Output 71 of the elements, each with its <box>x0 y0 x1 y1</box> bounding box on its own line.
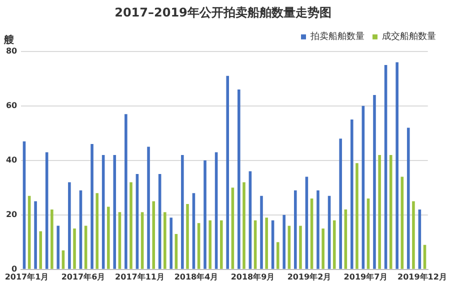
bar <box>39 231 42 269</box>
bar <box>50 209 54 269</box>
bar <box>412 201 415 269</box>
bar <box>34 201 37 269</box>
bar <box>181 154 184 269</box>
bar <box>389 154 392 269</box>
bar <box>192 193 196 269</box>
bar <box>208 220 212 269</box>
bar <box>56 226 60 269</box>
bar <box>282 214 286 269</box>
y-tick-label: 80 <box>6 46 18 56</box>
legend-label: 成交船舶数量 <box>382 31 436 42</box>
bar <box>220 220 223 269</box>
bar <box>140 212 144 269</box>
x-tick-label: 2019年7月 <box>344 272 388 282</box>
bar <box>231 188 234 269</box>
bar <box>265 218 268 269</box>
bar <box>366 198 370 269</box>
bar <box>260 196 263 269</box>
bar <box>107 206 110 269</box>
y-tick-label: 20 <box>6 210 18 219</box>
chart-title: 2017–2019年公开拍卖船舶数量走势图 <box>114 5 332 20</box>
y-tick-label: 40 <box>6 155 18 164</box>
bar <box>276 242 280 269</box>
bar <box>226 76 230 269</box>
bar <box>378 154 381 269</box>
x-tick-label: 2017年11月 <box>115 272 164 282</box>
x-tick-label: 2018年9月 <box>230 272 275 282</box>
y-axis-title: 艘 <box>3 34 14 46</box>
bar <box>186 204 189 269</box>
bar <box>316 190 320 269</box>
bar <box>294 190 297 269</box>
bar <box>130 182 132 269</box>
x-tick-label: 2017年1月 <box>4 272 49 282</box>
bar <box>174 234 178 269</box>
bar <box>90 144 94 269</box>
bar <box>339 138 342 269</box>
bar <box>164 212 166 269</box>
bar <box>299 226 302 269</box>
bar <box>373 95 376 269</box>
bar <box>332 220 336 269</box>
x-tick-label: 2019年12月 <box>398 272 447 282</box>
y-tick-label: 0 <box>12 264 18 274</box>
bar <box>158 174 162 269</box>
bar <box>242 182 246 269</box>
bar <box>45 152 48 269</box>
bar <box>356 163 358 269</box>
x-tick-label: 2019年2月 <box>287 272 332 282</box>
bar <box>96 193 99 269</box>
bar <box>238 90 240 269</box>
x-tick-label: 2017年6月 <box>61 272 106 282</box>
bar <box>152 201 155 269</box>
legend-label: 拍卖船舶数量 <box>310 31 364 42</box>
x-tick-label: 2018年4月 <box>174 272 218 282</box>
bar <box>147 146 150 269</box>
bar <box>73 228 76 269</box>
bar <box>170 218 173 269</box>
bar <box>310 198 314 269</box>
bar <box>68 182 71 269</box>
bar <box>396 62 398 269</box>
bar <box>118 212 122 269</box>
bar <box>136 174 139 269</box>
bar <box>113 154 116 269</box>
bar <box>204 160 206 269</box>
bar <box>350 120 354 269</box>
bar <box>406 128 410 269</box>
bar <box>197 223 200 269</box>
y-tick-label: 60 <box>6 100 18 110</box>
bar <box>322 228 324 269</box>
bar <box>214 152 218 269</box>
bar <box>124 114 128 269</box>
